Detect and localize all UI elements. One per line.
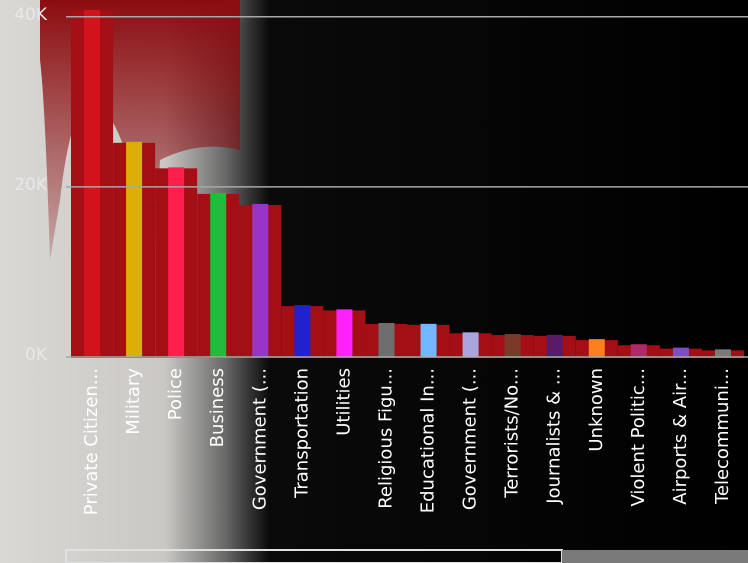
bar	[630, 344, 647, 357]
bar	[588, 339, 605, 357]
bar	[672, 347, 689, 357]
x-tick-label: Telecommuni...	[712, 368, 733, 505]
x-tick-label: Religious Figu...	[375, 368, 396, 509]
x-tick-label: Transportation	[291, 368, 312, 499]
bar	[378, 322, 395, 357]
bar	[84, 10, 101, 357]
x-tick-label: Police	[165, 368, 186, 420]
bar	[294, 305, 311, 357]
x-tick-label: Military	[123, 368, 144, 435]
x-tick-label: Business	[207, 368, 228, 447]
x-tick-label: Government (...	[460, 368, 481, 510]
x-tick-label: Terrorists/No...	[502, 368, 523, 499]
x-tick-label: Government (...	[249, 368, 270, 510]
bar	[546, 334, 563, 357]
bar	[336, 309, 353, 357]
x-tick-label: Private Citizen...	[81, 368, 102, 515]
bar	[504, 334, 521, 357]
x-tick-label: Violent Politic...	[628, 368, 649, 507]
scrollbar-area	[562, 550, 748, 563]
x-tick-label: Utilities	[333, 368, 354, 436]
x-tick-label: Journalists & ...	[544, 368, 565, 505]
bar	[210, 192, 227, 357]
x-tick-label: Airports & Air...	[670, 368, 691, 505]
bar	[252, 203, 269, 357]
x-tick-label: Unknown	[586, 368, 607, 452]
plot-area: Private Citizen... Military Police Business…	[14, 5, 748, 515]
y-tick-label: 0K	[25, 345, 48, 365]
y-tick-label: 40K	[14, 5, 48, 25]
bar	[462, 332, 479, 357]
bar	[126, 141, 143, 357]
x-tick-label: Educational In...	[418, 368, 439, 513]
bar	[714, 349, 731, 357]
bar	[168, 167, 185, 357]
y-tick-label: 20K	[14, 175, 48, 195]
bar	[420, 323, 437, 357]
